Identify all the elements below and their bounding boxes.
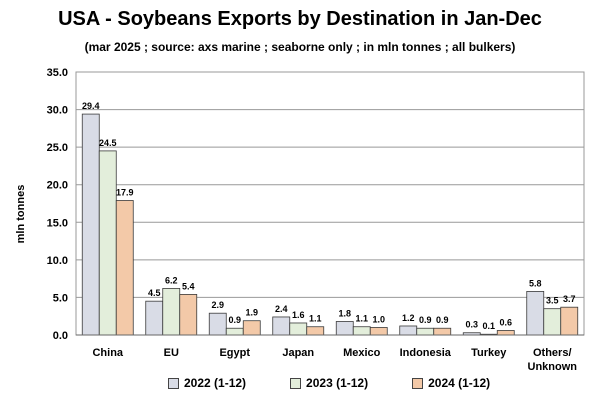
bar: [335, 321, 354, 336]
data-label: 0.9: [436, 315, 449, 325]
x-tick-label: Egypt: [219, 347, 250, 359]
data-label: 4.5: [148, 288, 161, 298]
bar: [289, 322, 308, 336]
data-label: 0.9: [228, 315, 241, 325]
y-tick-label: 0.0: [53, 330, 68, 342]
data-label: 3.7: [563, 294, 576, 304]
legend-label-2022: 2022 (1-12): [184, 376, 247, 390]
bar: [208, 312, 227, 336]
data-label: 1.1: [309, 314, 322, 324]
bar: [98, 150, 117, 336]
y-tick-label: 15.0: [47, 217, 68, 229]
data-label: 3.5: [546, 296, 559, 306]
y-tick-label: 5.0: [53, 292, 68, 304]
bar: [306, 326, 325, 336]
data-label: 1.6: [292, 310, 305, 320]
x-tick-label: Others/: [533, 347, 572, 359]
x-tick-label: China: [92, 347, 123, 359]
data-label: 0.3: [465, 320, 478, 330]
legend-label-2024: 2024 (1-12): [428, 376, 491, 390]
bar: [543, 308, 562, 336]
data-label: 6.2: [165, 275, 178, 285]
legend-item-2023: 2023 (1-12): [290, 376, 368, 390]
x-tick-label: Turkey: [471, 347, 507, 359]
legend: 2022 (1-12) 2023 (1-12) 2024 (1-12): [168, 376, 490, 390]
bar: [225, 327, 244, 336]
data-label: 1.2: [402, 313, 415, 323]
y-tick-label: 35.0: [47, 67, 68, 79]
bar: [526, 291, 545, 336]
legend-item-2024: 2024 (1-12): [412, 376, 490, 390]
bar: [162, 288, 181, 336]
x-tick-label: Mexico: [343, 347, 381, 359]
data-label: 24.5: [99, 138, 117, 148]
data-label: 17.9: [116, 187, 134, 197]
bar: [81, 113, 100, 336]
y-tick-label: 10.0: [47, 255, 68, 267]
bar: [115, 200, 134, 336]
x-tick-label: EU: [164, 347, 179, 359]
bar: [496, 330, 515, 336]
data-label: 5.4: [182, 281, 195, 291]
data-label: 1.8: [338, 308, 351, 318]
data-label: 0.9: [419, 315, 432, 325]
legend-swatch-2022: [168, 377, 179, 389]
data-label: 5.8: [529, 278, 542, 288]
x-tick-label: Unknown: [528, 361, 578, 373]
bar: [369, 327, 388, 336]
data-label: 2.4: [275, 304, 288, 314]
data-label: 0.6: [499, 317, 512, 327]
y-tick-label: 25.0: [47, 142, 68, 154]
bar: [352, 326, 371, 336]
bar: [560, 306, 579, 336]
data-label: 1.9: [245, 308, 258, 318]
x-tick-label: Indonesia: [400, 347, 452, 359]
y-tick-label: 20.0: [47, 180, 68, 192]
y-tick-label: 30.0: [47, 105, 68, 117]
data-label: 2.9: [211, 300, 224, 310]
data-label: 0.1: [482, 321, 495, 331]
bar: [433, 327, 452, 336]
data-label: 29.4: [82, 101, 100, 111]
bar: [242, 320, 261, 336]
x-tick-label: Japan: [282, 347, 314, 359]
bar: [145, 300, 164, 336]
bar: [416, 327, 435, 336]
plot-area: [75, 71, 585, 336]
y-axis-label: mln tonnes: [15, 184, 27, 244]
legend-label-2023: 2023 (1-12): [306, 376, 369, 390]
bar: [272, 316, 291, 336]
data-label: 1.0: [372, 314, 385, 324]
chart-title: USA - Soybeans Exports by Destination in…: [58, 8, 542, 30]
chart-subtitle: (mar 2025 ; source: axs marine ; seaborn…: [84, 40, 516, 54]
legend-swatch-2023: [290, 377, 302, 389]
bar: [179, 294, 198, 336]
legend-swatch-2024: [412, 377, 424, 389]
bar: [399, 325, 418, 336]
data-label: 1.1: [355, 314, 368, 324]
legend-item-2022: 2022 (1-12): [168, 376, 246, 390]
